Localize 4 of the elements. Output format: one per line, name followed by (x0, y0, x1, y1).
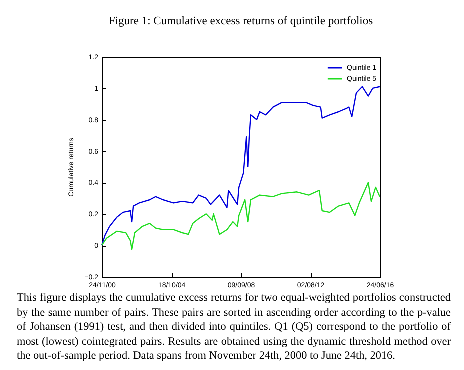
line-series (101, 86, 381, 246)
text: This figure displays the cumulative excess returns for two equal-weighted portfolios constructed by the same number of pairs. These pairs are sorted in ascending order according to the p-value of Johansen (1991) test, and then divided into quintiles. Q1 (Q5) correspond to the portfolio of most (lowest) cointegrated pairs. Results are obtained using the dynamic threshold method over the out-of-sample period. Data spans from November 24th, 2000 to June 24th, 2016. (17, 291, 451, 364)
line-series (101, 182, 381, 250)
chart-title: Figure 1: Cumulative excess returns of quintile portfolios (108, 16, 374, 28)
